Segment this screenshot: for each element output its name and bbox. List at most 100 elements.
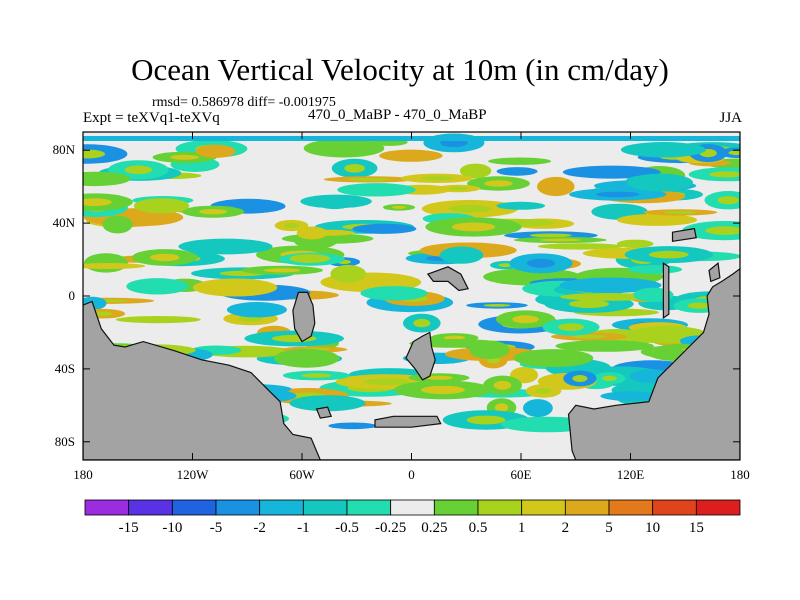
velocity-patch (523, 399, 553, 418)
colorbar-label: -10 (162, 520, 182, 536)
colorbar-label: -0.25 (375, 520, 406, 536)
velocity-patch (352, 223, 417, 234)
colorbar-label: 10 (645, 520, 660, 536)
colorbar-label: -15 (119, 520, 139, 536)
season-label: JJA (719, 110, 742, 126)
velocity-patch (124, 165, 152, 175)
velocity-patch (391, 205, 407, 209)
velocity-patch (363, 378, 410, 386)
velocity-patch (413, 318, 431, 328)
velocity-patch (653, 345, 682, 359)
velocity-patch (687, 302, 712, 309)
x-tick-label: 0 (408, 467, 415, 482)
velocity-patch (571, 334, 607, 339)
colorbar-swatch (433, 499, 479, 516)
velocity-patch (709, 171, 740, 178)
land-mass (83, 300, 321, 460)
colorbar-swatch (171, 499, 217, 516)
velocity-patch (537, 176, 575, 197)
velocity-patch (443, 335, 466, 340)
velocity-patch (263, 268, 301, 273)
velocity-patch (83, 171, 131, 187)
velocity-patch (494, 403, 509, 412)
velocity-patch (448, 204, 492, 213)
x-tick-label: 180 (73, 467, 93, 482)
velocity-patch (512, 315, 539, 324)
velocity-patch (529, 233, 573, 238)
velocity-patch (274, 348, 340, 368)
velocity-patch (360, 286, 428, 301)
velocity-patch (535, 387, 552, 394)
velocity-patch (150, 253, 180, 262)
colorbar-label: 5 (605, 520, 613, 536)
stats-line: rmsd= 0.586978 diff= -0.001975 (152, 95, 336, 110)
velocity-patch (170, 154, 200, 160)
velocity-patch (115, 316, 201, 324)
colorbar-swatch (390, 499, 435, 516)
colorbar-swatch (521, 499, 566, 516)
colorbar-label: 0.25 (421, 520, 447, 536)
colorbar-label: -1 (297, 520, 310, 536)
velocity-patch (648, 250, 689, 259)
velocity-patch (83, 149, 106, 159)
colorbar-swatch (346, 499, 392, 516)
y-tick-label: 80S (55, 434, 75, 449)
velocity-patch (330, 264, 367, 283)
velocity-patch (483, 304, 511, 307)
land-mass (405, 331, 436, 381)
colorbar-label: 0.5 (469, 520, 488, 536)
velocity-patch (301, 373, 332, 378)
colorbar-swatch (215, 499, 261, 516)
colorbar-swatch (128, 499, 173, 516)
velocity-patch (192, 278, 278, 297)
velocity-patch (602, 375, 617, 381)
velocity-patch (451, 222, 496, 232)
velocity-patch (620, 142, 706, 158)
velocity-patch (717, 196, 739, 205)
y-tick-label: 40N (53, 215, 76, 230)
land-mass (708, 262, 721, 283)
velocity-patch (649, 330, 686, 339)
colorbar-swatch (259, 499, 304, 516)
experiment-label: Expt = teXVq1-teXVq (83, 110, 220, 126)
velocity-field (83, 133, 740, 434)
velocity-patch (595, 191, 640, 198)
land-mass (426, 266, 469, 292)
velocity-patch (420, 385, 465, 395)
colorbar-swatch (477, 499, 523, 516)
velocity-patch (133, 198, 190, 214)
velocity-patch (296, 226, 328, 240)
land-mass (374, 415, 442, 428)
velocity-patch (562, 165, 661, 179)
x-tick-label: 60E (511, 467, 532, 482)
y-tick-label: 80N (53, 142, 76, 157)
velocity-patch (586, 295, 630, 299)
land-mass (662, 262, 670, 320)
land-mass (671, 227, 697, 242)
velocity-patch (663, 210, 697, 214)
velocity-patch (83, 263, 146, 269)
velocity-patch (344, 164, 365, 173)
velocity-patch (555, 340, 654, 352)
velocity-patch (513, 349, 594, 368)
velocity-patch (348, 178, 390, 181)
velocity-patch (488, 157, 551, 165)
colorbar-swatch (302, 499, 348, 516)
colorbar-swatch (564, 499, 610, 516)
colorbar-swatch (695, 499, 741, 516)
velocity-patch (493, 380, 512, 390)
colorbar-label: 2 (562, 520, 570, 536)
y-tick-label: 0 (69, 288, 76, 303)
velocity-patch (600, 391, 661, 401)
velocity-patch (328, 422, 378, 430)
velocity-patch (628, 265, 683, 274)
velocity-patch (303, 138, 385, 158)
velocity-patch (199, 209, 228, 215)
velocity-patch (616, 239, 654, 248)
velocity-patch (195, 144, 236, 158)
x-tick-label: 120E (617, 467, 645, 482)
chart-title: Ocean Vertical Velocity at 10m (in cm/da… (131, 52, 669, 87)
velocity-patch (496, 167, 538, 176)
velocity-patch (526, 258, 556, 268)
